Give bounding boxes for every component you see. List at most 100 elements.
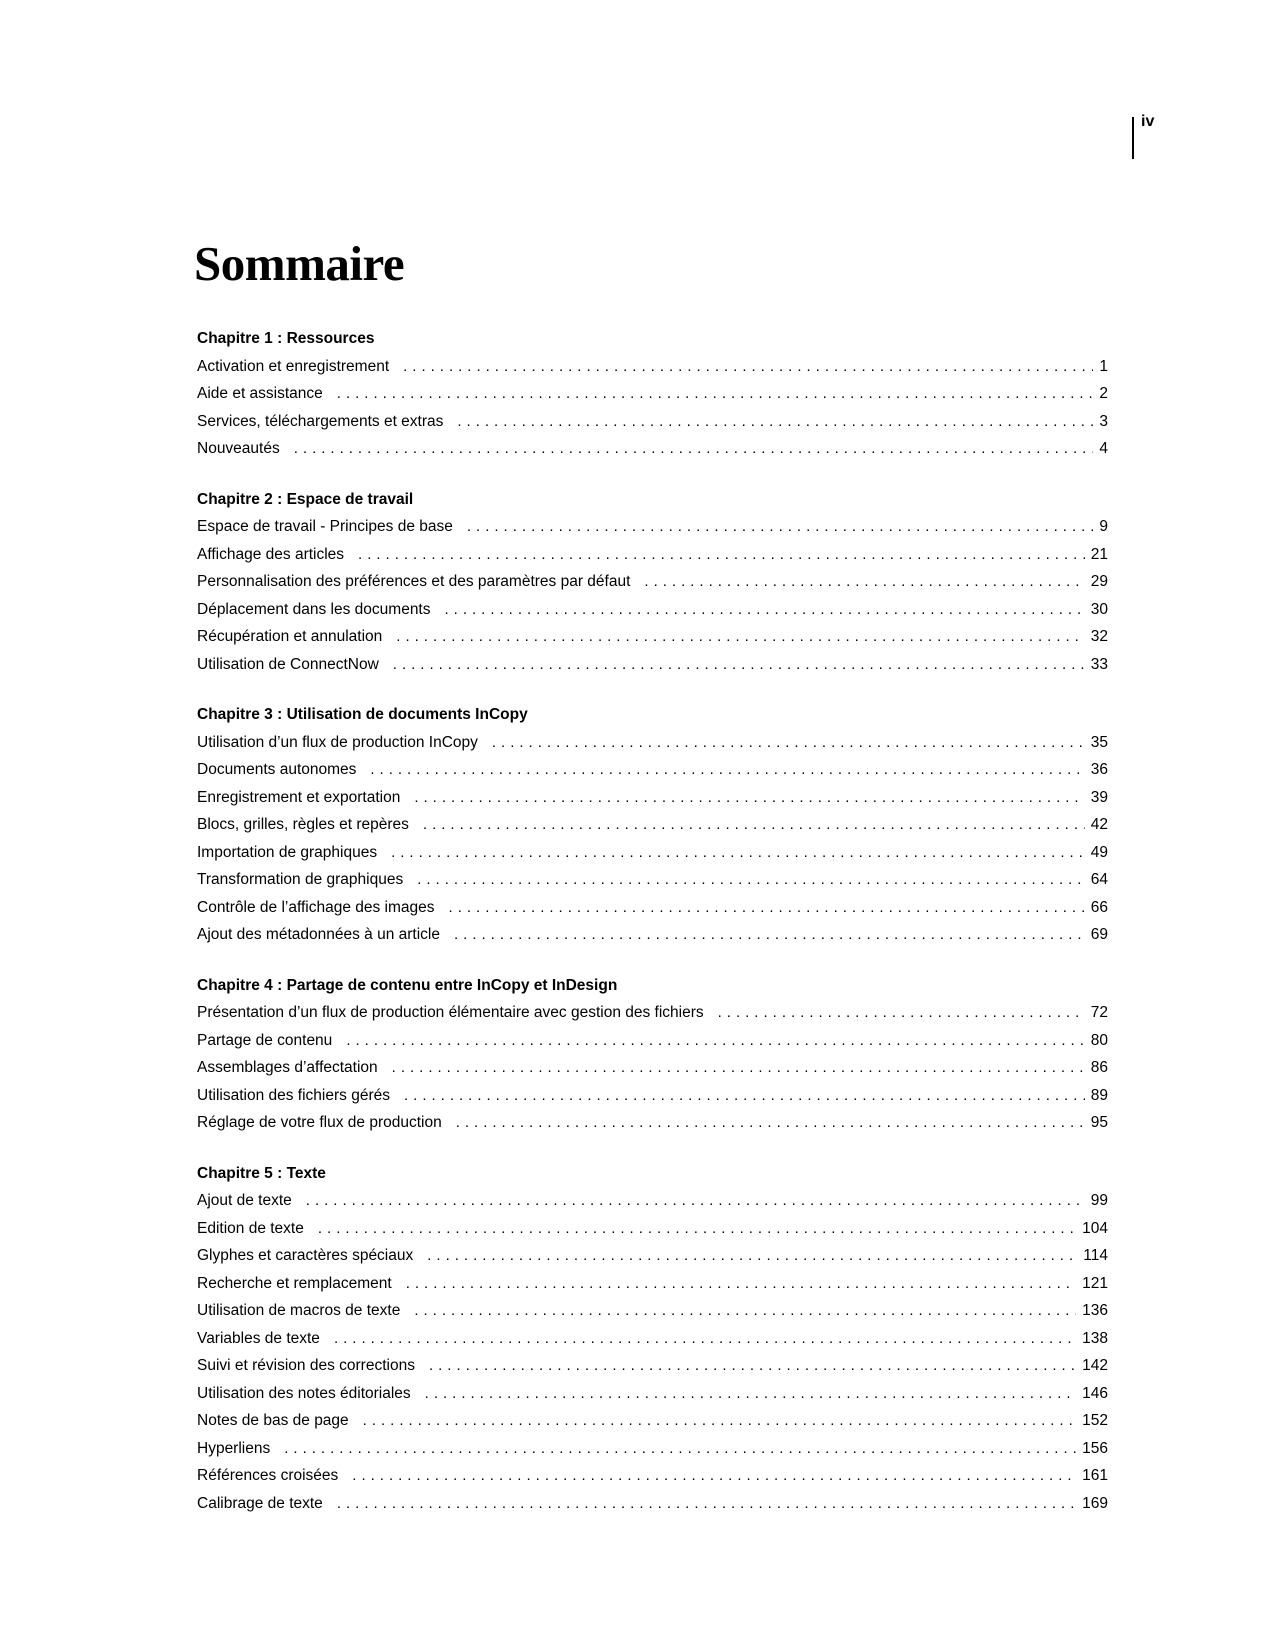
toc-entry-label: Aide et assistance bbox=[197, 385, 323, 402]
toc-entry[interactable]: Récupération et annulation 32 bbox=[197, 623, 1108, 651]
toc-entry[interactable]: Déplacement dans les documents 30 bbox=[197, 596, 1108, 624]
toc-entry[interactable]: Ajout des métadonnées à un article 69 bbox=[197, 921, 1108, 949]
dot-leader bbox=[417, 866, 1085, 894]
toc-entry-label: Edition de texte bbox=[197, 1219, 304, 1237]
toc-entry-page: 80 bbox=[1090, 1031, 1108, 1049]
dot-leader bbox=[358, 541, 1085, 569]
toc-entry[interactable]: Contrôle de l’affichage des images 66 bbox=[197, 894, 1108, 922]
dot-leader bbox=[393, 651, 1085, 679]
toc-entry-label: Utilisation de macros de texte bbox=[197, 1302, 401, 1319]
toc-entry-label: Utilisation d’un flux de production InCo… bbox=[197, 733, 478, 751]
toc-entry-label: Transformation de graphiques bbox=[197, 871, 404, 888]
toc-entry[interactable]: Importation de graphiques 49 bbox=[197, 839, 1108, 867]
dot-leader bbox=[427, 1242, 1077, 1270]
toc-entry[interactable]: Espace de travail - Principes de base 9 bbox=[197, 513, 1108, 541]
dot-leader bbox=[404, 1082, 1085, 1110]
toc-entry[interactable]: Activation et enregistrement 1 bbox=[197, 353, 1108, 381]
toc-entry-page: 66 bbox=[1090, 898, 1108, 916]
toc-entry[interactable]: Notes de bas de page 152 bbox=[197, 1407, 1108, 1435]
toc-entry[interactable]: Ajout de texte 99 bbox=[197, 1187, 1108, 1215]
toc-entry-label: Importation de graphiques bbox=[197, 843, 378, 861]
dot-leader bbox=[392, 1054, 1085, 1082]
toc-entry-page: 42 bbox=[1090, 816, 1108, 833]
toc-entry[interactable]: Assemblages d’affectation 86 bbox=[197, 1054, 1108, 1082]
toc-entry[interactable]: Glyphes et caractères spéciaux 114 bbox=[197, 1242, 1108, 1270]
toc-entry-page: 69 bbox=[1090, 926, 1108, 943]
toc-entry-page: 30 bbox=[1090, 600, 1108, 618]
toc-entry[interactable]: Utilisation des notes éditoriales 146 bbox=[197, 1380, 1108, 1408]
toc-entry[interactable]: Documents autonomes 36 bbox=[197, 756, 1108, 784]
dot-leader bbox=[363, 1407, 1076, 1435]
toc-entry-label: Utilisation des fichiers gérés bbox=[197, 1086, 390, 1104]
toc-entry[interactable]: Références croisées 161 bbox=[197, 1462, 1108, 1490]
toc-entry-label: Récupération et annulation bbox=[197, 628, 383, 645]
toc-entry-label: Ajout de texte bbox=[197, 1192, 292, 1209]
toc-entry[interactable]: Services, téléchargements et extras 3 bbox=[197, 408, 1108, 436]
toc-entry[interactable]: Personnalisation des préférences et des … bbox=[197, 568, 1108, 596]
dot-leader bbox=[284, 1435, 1076, 1463]
dot-leader bbox=[449, 894, 1085, 922]
toc-entry-label: Références croisées bbox=[197, 1467, 339, 1484]
toc-entry[interactable]: Utilisation des fichiers gérés 89 bbox=[197, 1082, 1108, 1110]
toc-entry-page: 35 bbox=[1090, 733, 1108, 751]
toc-entry-label: Assemblages d’affectation bbox=[197, 1059, 378, 1076]
toc-entry[interactable]: Edition de texte 104 bbox=[197, 1215, 1108, 1243]
dot-leader bbox=[644, 568, 1084, 596]
toc-entry[interactable]: Utilisation de macros de texte 136 bbox=[197, 1297, 1108, 1325]
toc-entry-label: Documents autonomes bbox=[197, 761, 357, 778]
toc-entry-label: Variables de texte bbox=[197, 1329, 320, 1347]
toc-entry-label: Calibrage de texte bbox=[197, 1494, 323, 1512]
page-folio: iv bbox=[1141, 113, 1155, 130]
toc-entry-page: 169 bbox=[1082, 1494, 1108, 1512]
toc-entry-label: Contrôle de l’affichage des images bbox=[197, 898, 435, 916]
toc-entry[interactable]: Réglage de votre flux de production 95 bbox=[197, 1109, 1108, 1137]
folio-divider-rule bbox=[1132, 117, 1134, 159]
toc-entry-label: Personnalisation des préférences et des … bbox=[197, 573, 631, 590]
toc-entry-label: Déplacement dans les documents bbox=[197, 600, 431, 618]
toc-entry[interactable]: Aide et assistance 2 bbox=[197, 380, 1108, 408]
toc-section: Chapitre 4 : Partage de contenu entre In… bbox=[197, 972, 1108, 1137]
dot-leader bbox=[346, 1027, 1084, 1055]
dot-leader bbox=[396, 623, 1084, 651]
dot-leader bbox=[425, 1380, 1076, 1408]
toc-entry-page: 156 bbox=[1082, 1439, 1108, 1457]
toc-entry[interactable]: Enregistrement et exportation 39 bbox=[197, 784, 1108, 812]
toc-entry[interactable]: Variables de texte 138 bbox=[197, 1325, 1108, 1353]
toc-entry-label: Suivi et révision des corrections bbox=[197, 1357, 415, 1374]
dot-leader bbox=[318, 1215, 1076, 1243]
toc-entry-label: Services, téléchargements et extras bbox=[197, 412, 444, 430]
dot-leader bbox=[414, 1297, 1076, 1325]
toc-entry-label: Hyperliens bbox=[197, 1439, 271, 1457]
toc-entry[interactable]: Blocs, grilles, règles et repères 42 bbox=[197, 811, 1108, 839]
toc-entry[interactable]: Présentation d’un flux de production élé… bbox=[197, 999, 1108, 1027]
dot-leader bbox=[352, 1462, 1076, 1490]
dot-leader bbox=[423, 811, 1085, 839]
toc-entry[interactable]: Suivi et révision des corrections 142 bbox=[197, 1352, 1108, 1380]
dot-leader bbox=[337, 380, 1094, 408]
chapter-heading: Chapitre 4 : Partage de contenu entre In… bbox=[197, 976, 618, 994]
dot-leader bbox=[454, 921, 1085, 949]
toc-entry[interactable]: Hyperliens 156 bbox=[197, 1435, 1108, 1463]
toc-entry[interactable]: Transformation de graphiques 64 bbox=[197, 866, 1108, 894]
toc-entry-page: 72 bbox=[1090, 1004, 1108, 1021]
dot-leader bbox=[456, 1109, 1085, 1137]
toc-entry[interactable]: Calibrage de texte 169 bbox=[197, 1490, 1108, 1518]
dot-leader bbox=[429, 1352, 1076, 1380]
chapter-heading: Chapitre 5 : Texte bbox=[197, 1164, 326, 1182]
toc-entry[interactable]: Nouveautés 4 bbox=[197, 435, 1108, 463]
toc-entry-page: 2 bbox=[1099, 385, 1108, 402]
toc-entry-page: 161 bbox=[1082, 1467, 1108, 1484]
dot-leader bbox=[445, 596, 1085, 624]
toc-entry[interactable]: Affichage des articles 21 bbox=[197, 541, 1108, 569]
toc-entry-label: Activation et enregistrement bbox=[197, 357, 390, 375]
toc-entry[interactable]: Recherche et remplacement 121 bbox=[197, 1270, 1108, 1298]
toc-entry-label: Présentation d’un flux de production élé… bbox=[197, 1004, 704, 1021]
dot-leader bbox=[370, 756, 1084, 784]
toc-entry-page: 4 bbox=[1099, 440, 1108, 457]
toc-entry[interactable]: Utilisation de ConnectNow 33 bbox=[197, 651, 1108, 679]
toc-entry-page: 114 bbox=[1083, 1247, 1108, 1264]
toc-entry[interactable]: Partage de contenu 80 bbox=[197, 1027, 1108, 1055]
dot-leader bbox=[403, 353, 1093, 381]
toc-entry[interactable]: Utilisation d’un flux de production InCo… bbox=[197, 729, 1108, 757]
